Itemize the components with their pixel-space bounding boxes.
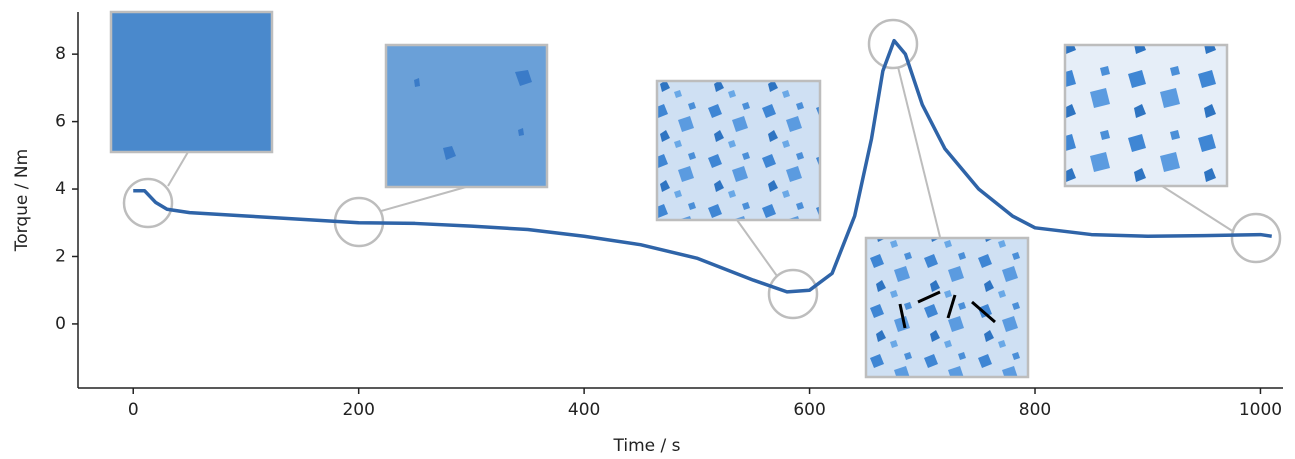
x-tick-label: 600 — [793, 400, 825, 420]
inset-image — [111, 12, 272, 152]
annotations — [111, 12, 1280, 377]
y-axis-title: Torque / Nm — [12, 149, 32, 252]
inset-image — [386, 45, 547, 187]
y-tick-label: 4 — [55, 179, 66, 199]
y-tick-label: 6 — [55, 112, 66, 132]
inset-image — [657, 81, 820, 220]
x-tick-label: 400 — [568, 400, 600, 420]
highlight-circle — [1232, 214, 1280, 262]
x-tick-label: 1000 — [1239, 400, 1282, 420]
inset-image — [866, 238, 1028, 377]
highlight-circle — [124, 179, 172, 227]
x-tick-label: 800 — [1019, 400, 1051, 420]
highlight-circle — [769, 270, 817, 318]
x-tick-label: 200 — [342, 400, 374, 420]
x-tick-label: 0 — [128, 400, 139, 420]
callout-line — [737, 220, 777, 276]
inset-image — [1065, 45, 1227, 186]
chart: Time / s Torque / Nm 0 2 4 6 8 0 200 400 600 800 1… — [0, 0, 1295, 459]
y-tick-label: 8 — [55, 44, 66, 64]
y-tick-label: 2 — [55, 246, 66, 266]
x-axis-title: Time / s — [613, 436, 681, 456]
y-tick-label: 0 — [55, 314, 66, 334]
callout-line — [168, 152, 188, 186]
callout-line — [1162, 186, 1234, 232]
callout-line — [381, 187, 466, 211]
